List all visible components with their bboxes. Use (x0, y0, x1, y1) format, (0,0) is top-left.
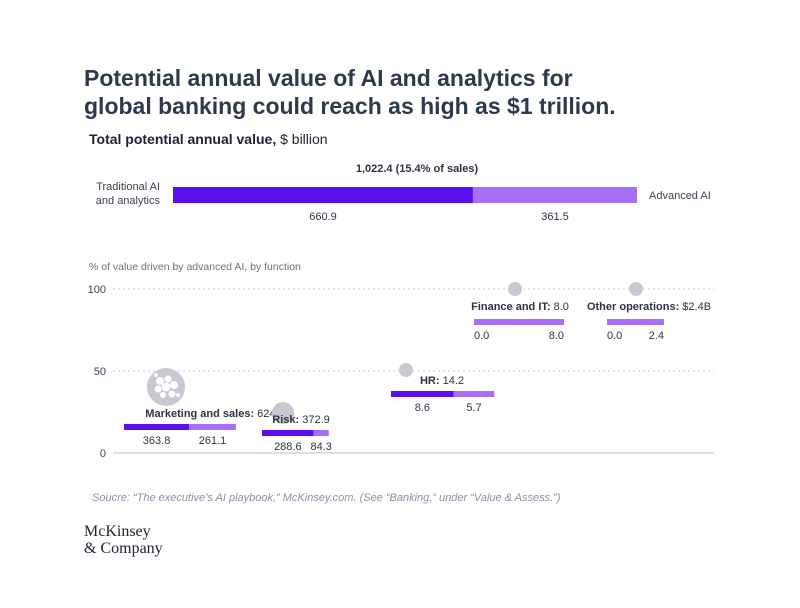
marketing-and-sales-bubble-dot-7 (154, 373, 158, 377)
logo-line-2: & Company (84, 540, 163, 557)
risk-bar-traditional (262, 430, 314, 436)
finance-and-it-traditional-value: 0.0 (474, 330, 489, 342)
risk-label-name: Risk: (272, 414, 302, 426)
chart-title-line-2: global banking could reach as high as $1… (84, 93, 616, 119)
source-note: Soucre: “The executive’s AI playbook,” M… (92, 492, 561, 504)
y-tick-label-0: 0 (100, 448, 106, 460)
marketing-and-sales-bubble-dot-6 (160, 392, 166, 398)
total-bar-left-label-line-2: and analytics (96, 195, 161, 207)
other-operations-label-name: Other operations: (587, 301, 682, 313)
total-bar-segment-traditional (173, 187, 473, 203)
total-bar-segment-advanced (472, 187, 637, 203)
hr-bubble (399, 363, 413, 377)
marketing-and-sales-label: Marketing and sales: 624.8 (145, 408, 284, 420)
hr-bar-advanced (453, 391, 495, 397)
y-tick-label-50: 50 (94, 366, 106, 378)
marketing-and-sales-bubble-dot-8 (176, 393, 180, 397)
total-bar-right-label: Advanced AI (649, 190, 711, 202)
finance-and-it-label-value: 8.0 (554, 301, 569, 313)
hr-label-value: 14.2 (443, 375, 464, 387)
marketing-and-sales-advanced-value: 261.1 (199, 435, 227, 447)
risk-label-value: 372.9 (302, 414, 330, 426)
risk-traditional-value: 288.6 (274, 441, 302, 453)
other-operations-advanced-value: 2.4 (649, 330, 664, 342)
risk-bubble (272, 402, 294, 424)
finance-and-it-bubble (508, 282, 522, 296)
chart-title: Potential annual value of AI and analyti… (84, 64, 704, 120)
marketing-and-sales-bubble-dot-0 (156, 377, 164, 385)
hr-advanced-value: 5.7 (466, 402, 481, 414)
finance-and-it-advanced-value: 8.0 (549, 330, 564, 342)
hr-bar-traditional (391, 391, 454, 397)
mckinsey-logo: McKinsey & Company (84, 523, 163, 557)
subtitle-unit: $ billion (276, 131, 328, 147)
risk-bar-advanced (313, 430, 329, 436)
marketing-and-sales-bar-traditional (124, 424, 190, 430)
marketing-and-sales-bubble-dot-5 (168, 390, 176, 398)
hr-label: HR: 14.2 (420, 375, 464, 387)
chart-subtitle: Total potential annual value, $ billion (89, 131, 328, 147)
total-bar-left-label-line-1: Traditional AI (96, 181, 160, 193)
finance-and-it-label: Finance and IT: 8.0 (471, 301, 569, 313)
marketing-and-sales-bar-advanced (189, 424, 236, 430)
marketing-and-sales-bubble-dot-3 (154, 385, 162, 393)
finance-and-it-label-name: Finance and IT: (471, 301, 554, 313)
marketing-and-sales-bubble-dot-2 (170, 381, 178, 389)
total-bar-total-label: 1,022.4 (15.4% of sales) (356, 163, 479, 175)
other-operations-bar-advanced (607, 319, 664, 325)
total-bar-value-label-0: 660.9 (309, 211, 337, 223)
chart-title-line-1: Potential annual value of AI and analyti… (84, 65, 573, 91)
marketing-and-sales-bubble-dot-4 (161, 382, 171, 392)
hr-traditional-value: 8.6 (415, 402, 430, 414)
other-operations-traditional-value: 0.0 (607, 330, 622, 342)
scatter-y-axis-label: % of value driven by advanced AI, by fun… (89, 261, 301, 273)
subtitle-bold: Total potential annual value, (89, 131, 277, 147)
finance-and-it-bar-advanced (474, 319, 564, 325)
other-operations-label: Other operations: $2.4B (587, 301, 711, 313)
risk-advanced-value: 84.3 (310, 441, 331, 453)
other-operations-bubble (629, 282, 643, 296)
marketing-and-sales-traditional-value: 363.8 (143, 435, 171, 447)
marketing-and-sales-label-name: Marketing and sales: (145, 408, 257, 420)
other-operations-label-value: $2.4B (682, 301, 711, 313)
total-bar-value-label-1: 361.5 (541, 211, 569, 223)
hr-label-name: HR: (420, 375, 443, 387)
risk-label: Risk: 372.9 (272, 414, 330, 426)
logo-line-1: McKinsey (84, 523, 151, 540)
y-tick-label-100: 100 (88, 284, 106, 296)
marketing-and-sales-bubble-dot-1 (164, 375, 172, 383)
